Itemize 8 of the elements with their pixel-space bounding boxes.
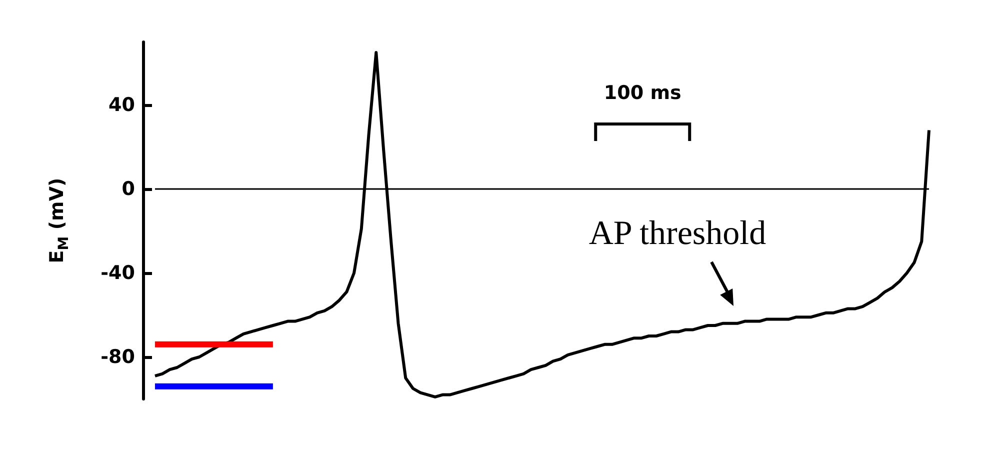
y-tick-label: 0 [122,178,135,200]
y-axis-title: EM (mV) [46,178,72,264]
y-tick-label: 40 [108,94,135,116]
y-tick-label: -80 [100,346,135,368]
line-series [154,51,930,398]
y-tick-label: -40 [100,262,135,284]
annotation: 100 ms [604,82,682,104]
annotation: AP threshold [588,215,766,253]
